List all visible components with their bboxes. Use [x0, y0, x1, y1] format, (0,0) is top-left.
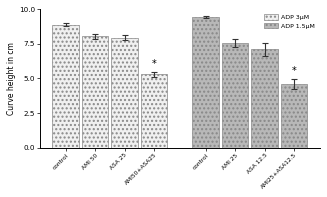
Bar	[281, 84, 307, 148]
Text: *: *	[292, 66, 297, 76]
Bar	[82, 36, 108, 148]
Bar	[251, 49, 278, 148]
Bar	[192, 17, 219, 148]
Bar	[112, 38, 138, 148]
Text: *: *	[152, 59, 157, 69]
Bar	[222, 43, 248, 148]
Bar	[141, 74, 167, 148]
Bar	[52, 25, 79, 148]
Y-axis label: Curve height in cm: Curve height in cm	[7, 42, 16, 115]
Legend: ADP 3μM, ADP 1.5μM: ADP 3μM, ADP 1.5μM	[263, 13, 317, 31]
